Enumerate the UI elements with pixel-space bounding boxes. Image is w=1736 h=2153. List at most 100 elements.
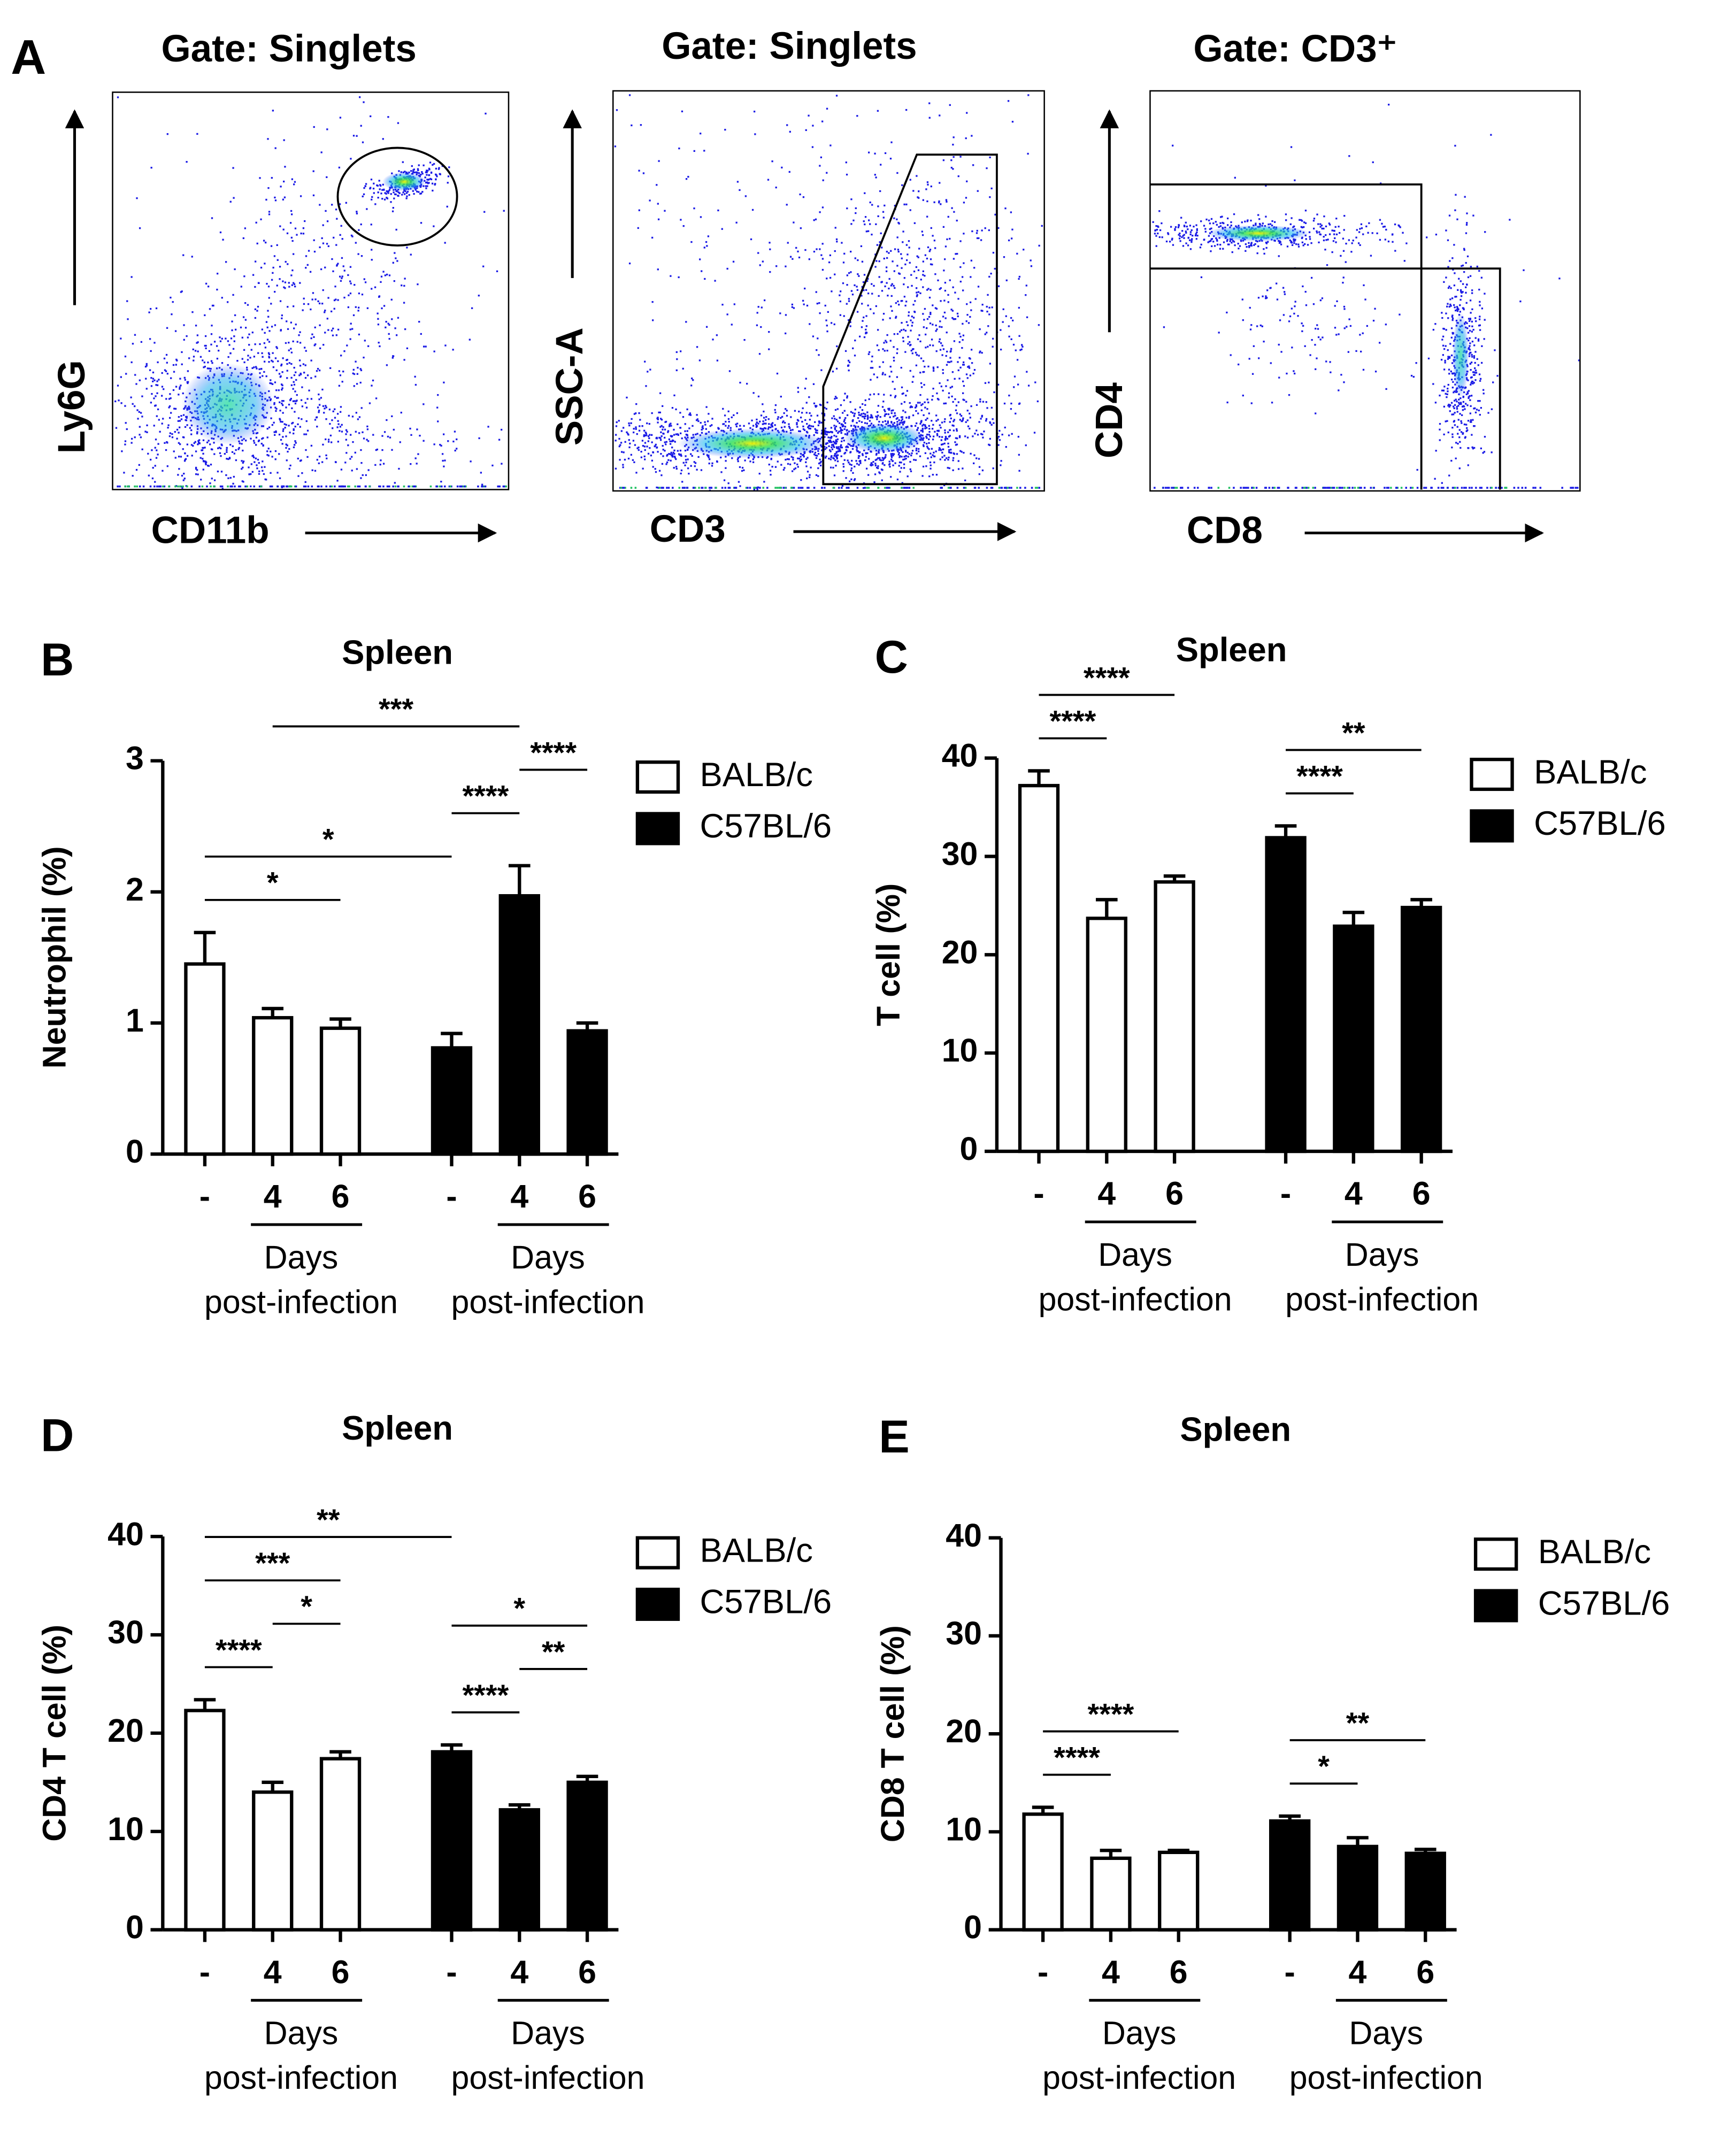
event-dot xyxy=(280,186,282,188)
event-dot xyxy=(946,238,948,241)
event-dot xyxy=(1442,344,1445,347)
event-dot xyxy=(984,382,987,384)
event-dot xyxy=(137,418,139,420)
event-dot xyxy=(944,402,947,404)
event-dot xyxy=(847,359,850,362)
event-dot xyxy=(1212,222,1215,225)
event-dot xyxy=(318,411,320,413)
event-dot xyxy=(1303,226,1305,228)
event-dot xyxy=(1193,225,1195,228)
event-dot xyxy=(919,292,921,295)
event-dot xyxy=(290,321,293,324)
event-dot xyxy=(217,447,219,449)
event-dot xyxy=(815,291,817,293)
event-dot xyxy=(141,416,143,418)
event-dot xyxy=(916,291,918,294)
event-dot xyxy=(800,479,802,481)
event-dot xyxy=(1335,241,1337,243)
event-dot xyxy=(242,481,244,483)
event-dot xyxy=(692,379,694,381)
event-dot xyxy=(767,426,770,428)
event-dot xyxy=(988,229,990,232)
event-dot xyxy=(1018,335,1020,337)
event-dot xyxy=(936,328,938,330)
event-dot xyxy=(646,422,648,425)
event-dot xyxy=(657,421,659,424)
event-dot xyxy=(934,307,937,309)
event-dot xyxy=(378,342,380,344)
event-dot xyxy=(667,431,669,433)
event-dot xyxy=(939,326,941,328)
event-dot xyxy=(1269,223,1272,225)
event-dot xyxy=(780,426,783,429)
event-dot xyxy=(1010,402,1012,405)
event-dot xyxy=(1182,235,1184,237)
event-dot xyxy=(998,439,1001,441)
event-dot xyxy=(352,372,354,374)
event-dot xyxy=(850,223,852,225)
event-dot xyxy=(1161,236,1163,239)
event-dot xyxy=(838,422,841,424)
event-dot xyxy=(893,217,895,219)
event-dot xyxy=(849,321,851,324)
event-dot xyxy=(878,349,880,351)
event-dot xyxy=(286,377,288,379)
event-dot xyxy=(933,455,936,458)
event-dot xyxy=(1301,220,1303,222)
event-dot xyxy=(1258,218,1261,220)
event-dot xyxy=(724,414,726,417)
event-dot xyxy=(933,201,935,203)
event-dot xyxy=(226,451,228,453)
event-dot xyxy=(183,324,185,326)
event-dot xyxy=(227,340,229,342)
event-dot xyxy=(331,204,333,206)
event-dot xyxy=(1238,248,1240,250)
event-dot xyxy=(879,366,881,368)
event-dot xyxy=(285,443,287,445)
event-dot xyxy=(804,249,806,251)
event-dot xyxy=(1351,242,1353,244)
event-dot xyxy=(379,184,381,186)
event-dot xyxy=(856,463,858,465)
event-dot xyxy=(936,429,939,432)
event-dot xyxy=(929,344,931,347)
event-dot xyxy=(849,451,851,453)
event-dot xyxy=(933,451,935,454)
event-dot xyxy=(251,332,254,334)
event-dot xyxy=(913,310,916,313)
event-dot xyxy=(139,426,141,428)
event-dot xyxy=(227,485,229,488)
event-dot xyxy=(228,344,231,346)
event-dot xyxy=(877,205,879,207)
event-dot xyxy=(1034,381,1036,383)
event-dot xyxy=(689,414,692,416)
event-dot xyxy=(264,360,266,363)
event-dot xyxy=(952,459,954,462)
event-dot xyxy=(779,487,782,489)
event-dot xyxy=(903,401,905,403)
event-dot xyxy=(842,262,845,264)
event-dot xyxy=(705,326,708,328)
event-dot xyxy=(948,456,950,459)
event-dot xyxy=(283,180,285,183)
event-dot xyxy=(1227,217,1229,220)
event-dot xyxy=(281,384,283,387)
event-dot xyxy=(305,350,307,352)
event-dot xyxy=(863,289,865,291)
event-dot xyxy=(842,412,844,414)
event-dot xyxy=(1026,371,1028,373)
event-dot xyxy=(172,389,175,391)
event-dot xyxy=(662,432,664,435)
event-dot xyxy=(925,188,927,190)
event-dot xyxy=(345,202,347,204)
event-dot xyxy=(442,459,444,462)
event-dot xyxy=(193,442,195,444)
event-dot xyxy=(986,305,988,308)
event-dot xyxy=(895,316,897,318)
event-dot xyxy=(939,320,941,322)
event-dot xyxy=(299,426,301,428)
event-dot xyxy=(360,125,362,127)
event-dot xyxy=(372,434,374,436)
event-dot xyxy=(988,381,990,383)
event-dot xyxy=(918,190,920,193)
